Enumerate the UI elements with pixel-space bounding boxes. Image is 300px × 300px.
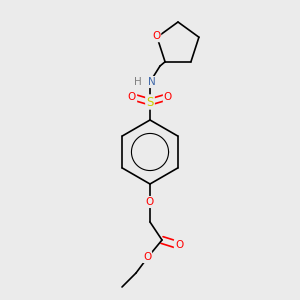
Text: H: H [134,77,142,87]
Text: O: O [152,31,160,41]
Text: O: O [143,252,151,262]
Text: S: S [146,95,154,109]
Text: N: N [148,77,156,87]
Text: O: O [164,92,172,102]
Text: O: O [146,197,154,207]
Text: O: O [175,240,183,250]
Text: O: O [128,92,136,102]
